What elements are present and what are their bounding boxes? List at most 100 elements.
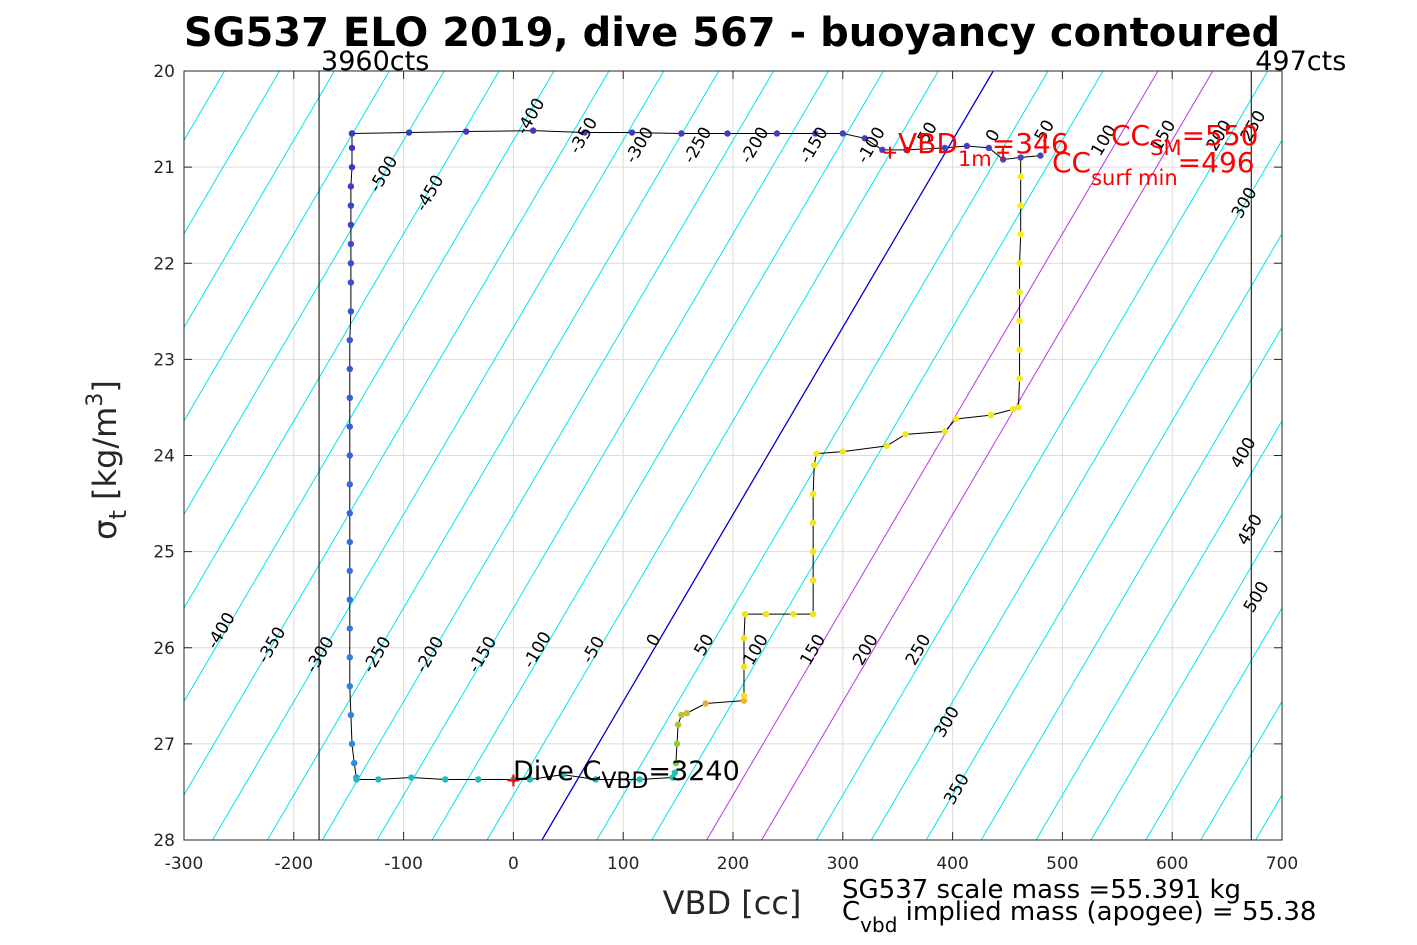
trace-point [347, 711, 355, 719]
trace-point [442, 776, 449, 783]
contour-label: -200 [737, 124, 774, 167]
trace-point [348, 130, 356, 137]
trace-point [375, 776, 382, 783]
contour-label: 0 [643, 631, 666, 650]
contour-line [486, 71, 939, 840]
trace-point [346, 654, 353, 661]
contour-line [321, 71, 775, 840]
x-tick-label: 0 [508, 854, 519, 874]
trace-point [740, 697, 748, 704]
x-tick-label: 700 [1266, 854, 1298, 874]
y-tick-label: 27 [153, 735, 175, 755]
contour-line [376, 71, 829, 840]
trace-point [811, 461, 818, 469]
cvbd-pre: C [842, 897, 860, 927]
svg-text:σt [kg/m3]: σt [kg/m3] [83, 380, 132, 540]
trace-point [408, 774, 415, 781]
trace-point [346, 394, 353, 402]
trace-point [669, 774, 676, 781]
trace-point [702, 700, 709, 707]
trace-point [559, 771, 567, 778]
trace-point [809, 577, 817, 584]
trace-point [346, 596, 353, 603]
trace-point [1016, 375, 1023, 382]
contour-line [1200, 700, 1282, 840]
trace-point [741, 610, 749, 618]
contour-line [1145, 607, 1282, 840]
trace-line [743, 157, 1022, 696]
trace-point [1017, 173, 1024, 180]
trace-point [839, 130, 846, 137]
y-label-sigma: σ [86, 520, 124, 540]
grid [184, 71, 1282, 840]
trace-point [1016, 288, 1023, 296]
contour-line [816, 71, 1269, 840]
contour-label: 450 [1233, 511, 1267, 549]
trace-point [1017, 154, 1024, 161]
contour-line [541, 71, 994, 840]
contour-line [0, 71, 170, 840]
contour-label: -300 [621, 124, 658, 167]
contour-line [980, 326, 1282, 840]
cvbd-implied-mass-note: Cvbd implied mass (apogee) = 55.38 [842, 897, 1316, 937]
contour-label: -50 [578, 633, 609, 667]
trace-point [902, 431, 909, 438]
plot-axes [183, 70, 1283, 841]
contour-line [596, 71, 1049, 840]
tick-labels: -300 -200 -100 0 100 200 300 400 500 600 700202122… [153, 62, 1298, 874]
trace-point [740, 692, 748, 700]
trace-point [812, 130, 819, 137]
contour-line [184, 71, 390, 422]
contour-line [184, 71, 610, 797]
vbd-1m-pre: VBD [898, 127, 958, 160]
contour-label: -350 [254, 624, 291, 667]
x-tick-label: -300 [165, 854, 204, 874]
trace-point [790, 610, 797, 618]
contour-label: 250 [902, 631, 936, 669]
dive-trace [346, 127, 1044, 787]
cvbd-sub: vbd [860, 913, 897, 937]
x-tick-label: 200 [717, 854, 749, 874]
trace-point [672, 759, 680, 767]
contour-line [706, 71, 1159, 840]
footer-notes: SG537 scale mass =55.391 kg Cvbd implied… [842, 875, 1316, 937]
dive-c-vbd-annotation: Dive CVBD=3240 [513, 756, 740, 794]
contour-label: 300 [1228, 184, 1262, 222]
y-tick-label: 22 [153, 254, 175, 274]
contour-line [870, 139, 1282, 840]
trace-point [628, 129, 636, 136]
trace-point [999, 156, 1007, 163]
y-tick-label: 26 [153, 639, 175, 659]
dive-c-vbd-sub: VBD [601, 769, 648, 794]
contour-line [1035, 419, 1282, 840]
trace-point [809, 548, 817, 555]
trace-point [346, 423, 353, 430]
x-tick-label: 500 [1046, 854, 1078, 874]
trace-point [762, 610, 770, 618]
trace-point [348, 740, 356, 748]
trace-point [952, 415, 960, 423]
contour-label: -150 [464, 633, 501, 676]
trace-point [636, 776, 643, 783]
contour-label: -250 [680, 124, 717, 167]
trace-point [405, 129, 413, 136]
trace-point [462, 128, 470, 135]
trace-point [346, 452, 353, 459]
cc-surf-sub: surf min [1091, 166, 1178, 190]
trace-point [353, 776, 360, 783]
trace-point [1037, 152, 1044, 159]
contour-line [184, 71, 445, 516]
trace-point [671, 769, 679, 776]
trace-point [963, 142, 971, 150]
trace-point [347, 183, 355, 190]
count-limit-label: 3960cts [321, 46, 429, 77]
contour-label: 200 [849, 631, 883, 669]
chart-title: SG537 ELO 2019, dive 567 - buoyancy cont… [184, 10, 1280, 56]
contour-label: 150 [796, 631, 830, 669]
trace-point [1009, 406, 1017, 413]
contour-line [184, 71, 280, 235]
contour-label: -250 [359, 633, 396, 676]
cc-sm-annotation: CCSM=550 [1111, 119, 1258, 160]
trace-point [987, 411, 995, 419]
trace-point [529, 127, 537, 134]
